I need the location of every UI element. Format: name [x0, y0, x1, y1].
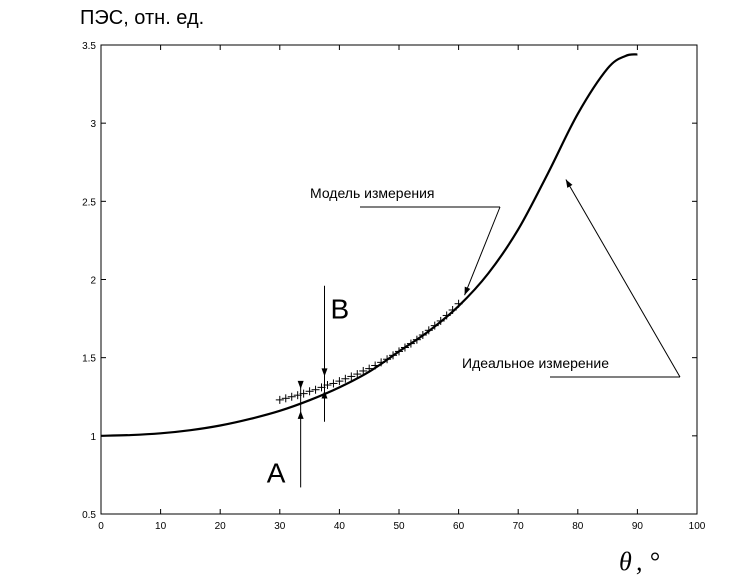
x-tick-label: 80: [572, 521, 584, 532]
x-axis-label-unit: , °: [636, 547, 659, 576]
y-tick-label: 2.5: [82, 197, 96, 208]
y-tick-label: 2: [90, 276, 96, 287]
model-measurement-point: [442, 311, 451, 320]
plot-area: [100, 44, 698, 515]
ideal-label-arrowhead: [565, 179, 573, 188]
model-measurement-point: [329, 379, 338, 388]
model-measurement-point: [275, 395, 284, 404]
model-measurement-point: [347, 372, 356, 381]
model-measurement-point: [353, 370, 362, 379]
model-label-leader: [464, 206, 501, 296]
model-measurement-point: [406, 339, 415, 348]
model-measurement-point: [400, 343, 409, 352]
model-measurement-point: [365, 364, 374, 373]
model-measurement-point: [335, 377, 344, 386]
model-measurement-point: [418, 330, 427, 339]
ideal-measurement-line: [100, 53, 638, 437]
x-tick-label: 20: [215, 521, 227, 532]
x-axis-label-symbol: θ: [619, 547, 632, 576]
y-tick-label: 0.5: [82, 510, 96, 521]
model-measurement-point: [383, 355, 392, 364]
marker-a-label: A: [267, 458, 286, 489]
marker-b-label: B: [330, 294, 349, 325]
model-measurement-point: [424, 326, 433, 335]
model-measurement-point: [395, 347, 403, 356]
y-tick-label: 1.5: [82, 354, 96, 365]
model-measurement-point: [389, 351, 398, 360]
model-measurement-point: [430, 321, 439, 330]
x-tick-label: 40: [334, 521, 346, 532]
marker-a-arrow-down: [297, 380, 304, 389]
y-tick-label: 3: [90, 119, 96, 130]
model-measurement-point: [311, 385, 320, 394]
marker-b-arrow-down: [321, 368, 328, 377]
model-measurement-point: [359, 366, 368, 375]
marker-b-arrow-up: [321, 390, 328, 399]
x-tick-label: 0: [98, 521, 104, 532]
y-axis-label: ПЭС, отн. ед.: [80, 7, 204, 29]
ideal-measurement-label: Идеальное измерение: [462, 355, 609, 371]
model-measurement-point: [305, 387, 314, 396]
model-measurement-point: [436, 316, 445, 325]
ideal-label-leader: [565, 179, 681, 378]
x-tick-label: 60: [453, 521, 465, 532]
y-axis-ticks: 0.5 1 1.5 2 2.5 3 3.5: [82, 41, 697, 521]
model-measurement-label: Модель измерения: [310, 185, 435, 201]
x-tick-label: 90: [632, 521, 644, 532]
marker-a-arrow-up: [297, 410, 304, 419]
model-label-arrowhead: [464, 286, 471, 296]
x-tick-label: 50: [393, 521, 405, 532]
x-axis-ticks: 0 10 20 30 40 50 60 70 80 90 100: [98, 45, 706, 532]
model-measurement-point: [377, 358, 386, 367]
x-tick-label: 70: [513, 521, 525, 532]
x-tick-label: 10: [155, 521, 167, 532]
model-measurement-point: [412, 335, 421, 344]
annotation-layer: Модель измерения Идеальное измерение A B: [267, 179, 681, 489]
model-measurement-point: [448, 305, 457, 314]
model-measurement-point: [281, 394, 290, 403]
model-measurement-point: [371, 361, 380, 370]
model-measurement-point: [454, 299, 463, 308]
model-measurement-point: [341, 374, 350, 383]
series-layer: [100, 53, 638, 437]
x-tick-label: 100: [689, 521, 706, 532]
x-tick-label: 30: [274, 521, 286, 532]
y-tick-label: 3.5: [82, 41, 96, 52]
y-tick-label: 1: [90, 432, 96, 443]
model-measurement-point: [287, 392, 296, 401]
